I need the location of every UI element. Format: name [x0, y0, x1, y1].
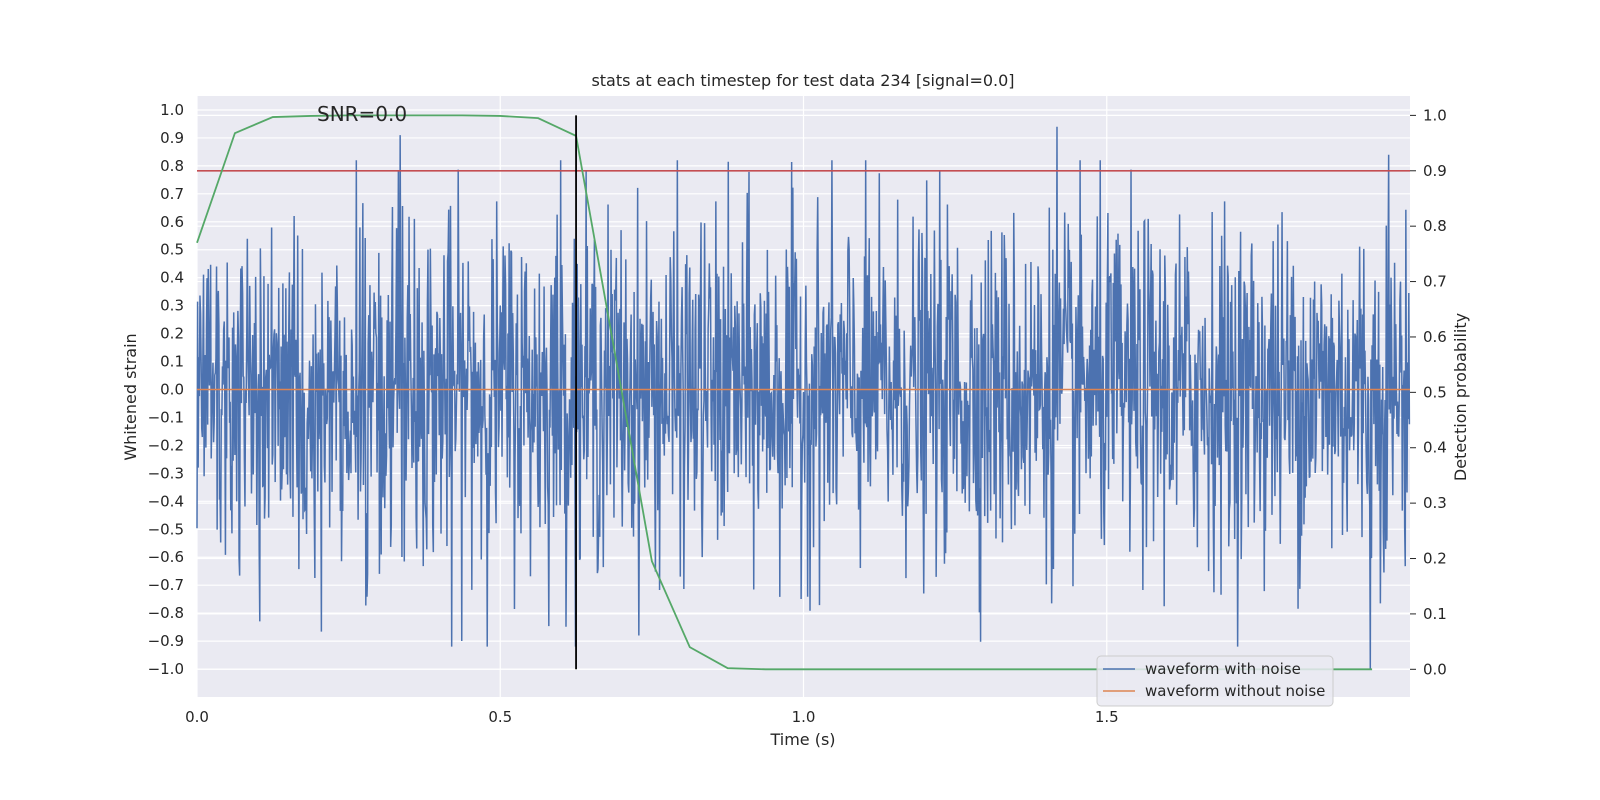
y-left-tick-label: −0.6 [148, 548, 184, 566]
y-left-tick-label: 0.2 [160, 325, 184, 343]
y-axis-right-ticks: 1.0 0.9 0.8 0.7 0.6 0.5 0.4 0.3 0.2 0.1 0.0 [1410, 106, 1447, 678]
y-right-tick-label: 0.1 [1423, 605, 1447, 623]
y-right-tick-label: 0.2 [1423, 550, 1447, 568]
y-left-tick-label: 0.3 [160, 297, 184, 315]
y-left-tick-label: 0.8 [160, 157, 184, 175]
legend: waveform with noise waveform without noi… [1096, 655, 1334, 707]
y-right-tick-label: 0.6 [1423, 328, 1447, 346]
legend-label-without-noise: waveform without noise [1145, 682, 1325, 700]
line-waveform-with-noise [196, 126, 1411, 670]
x-axis-label: Time (s) [769, 730, 835, 749]
y-left-tick-label: −0.1 [148, 408, 184, 426]
y-left-tick-label: −0.4 [148, 492, 184, 510]
y-left-tick-label: −0.5 [148, 520, 184, 538]
y-right-tick-label: 0.0 [1423, 660, 1447, 678]
y-right-tick-label: 0.5 [1423, 383, 1447, 401]
y-axis-right-label: Detection probability [1451, 313, 1470, 481]
y-right-tick-label: 0.4 [1423, 439, 1447, 457]
y-left-tick-label: 0.7 [160, 185, 184, 203]
y-axis-left-ticks: 1.0 0.9 0.8 0.7 0.6 0.5 0.4 0.3 0.2 0.1 0.0 −0.1 −0.… [148, 101, 184, 678]
x-tick-label: 1.5 [1095, 708, 1119, 726]
y-left-tick-label: 0.1 [160, 353, 184, 371]
y-left-tick-label: 0.0 [160, 381, 184, 399]
y-left-tick-label: 1.0 [160, 101, 184, 119]
y-right-tick-label: 0.8 [1423, 217, 1447, 235]
y-left-tick-label: −0.7 [148, 576, 184, 594]
chart-title: stats at each timestep for test data 234… [591, 71, 1014, 90]
y-left-tick-label: 0.4 [160, 269, 184, 287]
y-left-tick-label: 0.9 [160, 129, 184, 147]
y-right-tick-label: 0.3 [1423, 494, 1447, 512]
y-left-tick-label: −0.2 [148, 436, 184, 454]
y-right-tick-label: 0.7 [1423, 273, 1447, 291]
y-left-tick-label: −0.3 [148, 464, 184, 482]
x-tick-label: 1.0 [792, 708, 816, 726]
x-axis-ticks: 0.0 0.5 1.0 1.5 [185, 708, 1119, 726]
legend-label-with-noise: waveform with noise [1145, 660, 1301, 678]
y-left-tick-label: −1.0 [148, 660, 184, 678]
y-axis-left-label: Whitened strain [121, 333, 140, 460]
x-tick-label: 0.0 [185, 708, 209, 726]
y-right-tick-label: 0.9 [1423, 162, 1447, 180]
legend-box [1096, 655, 1334, 707]
x-tick-label: 0.5 [488, 708, 512, 726]
y-right-tick-label: 1.0 [1423, 106, 1447, 124]
series-waveform-with-noise [196, 126, 1411, 670]
snr-annotation: SNR=0.0 [317, 102, 407, 126]
y-left-tick-label: −0.8 [148, 604, 184, 622]
y-left-tick-label: −0.9 [148, 632, 184, 650]
y-left-tick-label: 0.5 [160, 241, 184, 259]
y-left-tick-label: 0.6 [160, 213, 184, 231]
